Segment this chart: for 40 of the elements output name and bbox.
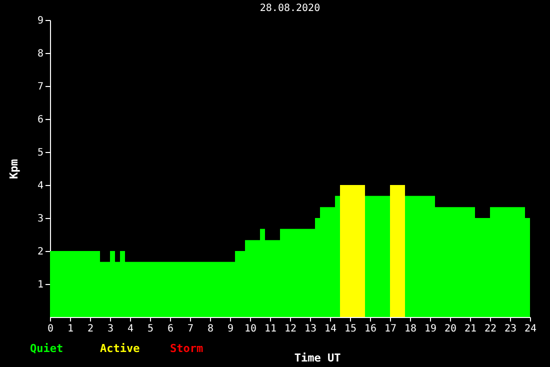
x-tick-label: 21 [464,324,477,334]
x-tick-label: 19 [424,324,437,334]
x-tick-label: 1 [67,324,74,334]
y-tick-label: 3 [37,214,44,224]
x-tick-label: 7 [187,324,194,334]
x-axis-title: Time UT [294,352,342,364]
x-tick-label: 17 [384,324,397,334]
x-tick-label: 10 [244,324,257,334]
y-tick-label: 9 [37,16,44,26]
x-tick-label: 3 [107,324,114,334]
x-tick-label: 23 [504,324,517,334]
x-tick-label: 12 [284,324,297,334]
text: Active [100,342,140,355]
x-tick-label: 2 [87,324,94,334]
x-tick-label: 0 [47,324,54,334]
x-tick-label: 20 [444,324,457,334]
x-tick-label: 18 [404,324,417,334]
x-tick-label: 16 [364,324,377,334]
y-tick-label: 5 [37,148,44,158]
x-tick-label: 15 [344,324,357,334]
x-tick-label: 9 [227,324,234,334]
chart-title: 28.08.2020 [260,3,320,14]
x-tick-label: 11 [264,324,277,334]
x-tick-label: 6 [167,324,174,334]
x-tick-label: 5 [147,324,154,334]
x-tick-label: 14 [324,324,337,334]
y-tick-label: 8 [37,48,44,60]
x-tick-label: 8 [207,324,214,334]
x-tick-label: 22 [484,324,497,334]
x-tick-label: 13 [304,324,317,334]
text: Quiet [30,342,64,355]
y-tick-label: 1 [37,280,44,290]
x-tick-label: 24 [524,324,537,334]
y-tick-label: 4 [37,180,44,192]
y-tick-label: 7 [37,82,44,92]
x-tick-label: 4 [127,324,134,334]
y-tick-label: 2 [37,246,44,258]
legend-label: Storm [170,342,204,355]
y-tick-label: 6 [37,114,44,126]
y-axis-title: Kpm [7,158,20,179]
